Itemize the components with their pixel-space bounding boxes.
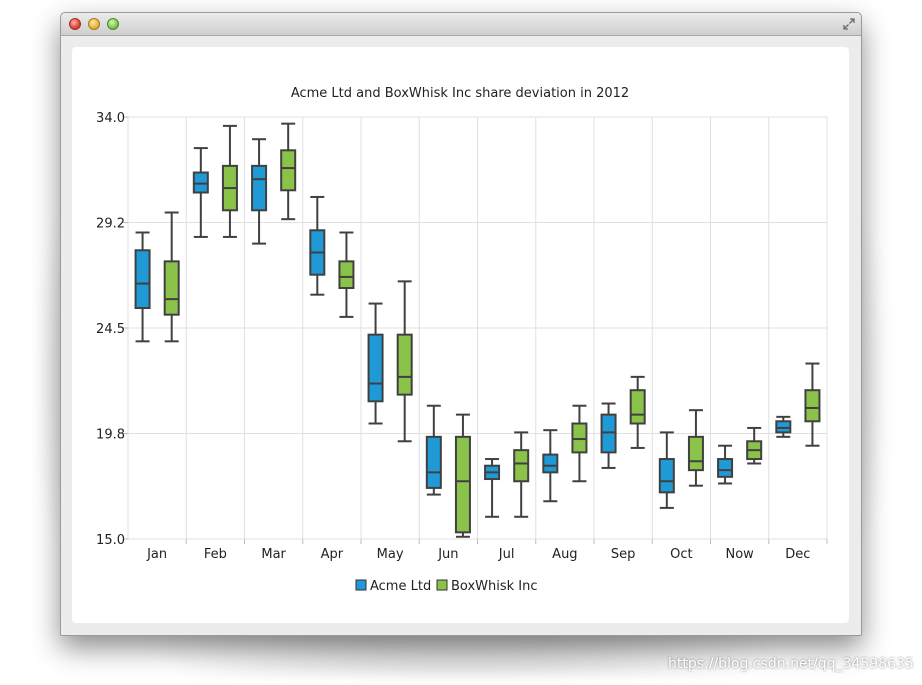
fullscreen-icon[interactable] bbox=[842, 17, 856, 31]
y-tick-label: 24.5 bbox=[96, 322, 125, 337]
iqr-box bbox=[251, 164, 268, 212]
grid bbox=[127, 116, 828, 540]
iqr-box bbox=[134, 249, 151, 310]
iqr-box bbox=[280, 149, 297, 192]
box-boxwhisk-inc-jul[interactable] bbox=[513, 431, 530, 518]
y-tick-label: 34.0 bbox=[96, 111, 125, 126]
minimize-button[interactable] bbox=[88, 18, 100, 30]
iqr-box bbox=[629, 389, 646, 425]
iqr-box bbox=[338, 260, 355, 290]
box-acme-ltd-jul[interactable] bbox=[484, 458, 501, 518]
iqr-box bbox=[717, 458, 734, 478]
box-boxwhisk-inc-feb[interactable] bbox=[221, 124, 238, 238]
x-tick-label: Apr bbox=[321, 547, 344, 562]
box-boxwhisk-inc-dec[interactable] bbox=[804, 362, 821, 447]
x-tick-label: Sep bbox=[611, 547, 636, 562]
close-button[interactable] bbox=[69, 18, 81, 30]
y-axis: 34.0 29.2 24.5 19.8 15.0 bbox=[96, 111, 128, 548]
legend-swatch bbox=[436, 579, 448, 591]
iqr-box bbox=[687, 435, 704, 472]
box-acme-ltd-oct[interactable] bbox=[658, 431, 675, 509]
iqr-box bbox=[454, 435, 471, 534]
x-tick-label: Mar bbox=[261, 547, 286, 562]
plot-area bbox=[134, 122, 821, 538]
box-acme-ltd-jun[interactable] bbox=[425, 404, 442, 496]
x-tick-label: Jan bbox=[146, 547, 167, 562]
y-tick-label: 29.2 bbox=[96, 217, 125, 232]
x-tick-label: Feb bbox=[204, 547, 227, 562]
iqr-box bbox=[425, 435, 442, 489]
x-tick-label: Oct bbox=[670, 547, 692, 562]
box-plot-chart: Acme Ltd and BoxWhisk Inc share deviatio… bbox=[96, 86, 828, 594]
watermark-text: https://blog.csdn.net/qq_34598635 bbox=[668, 656, 914, 672]
box-acme-ltd-dec[interactable] bbox=[775, 415, 792, 438]
legend-item-acme-ltd[interactable]: Acme Ltd bbox=[355, 579, 431, 594]
box-acme-ltd-apr[interactable] bbox=[309, 195, 326, 296]
legend-label: Acme Ltd bbox=[370, 579, 431, 594]
legend-swatch bbox=[355, 579, 367, 591]
box-boxwhisk-inc-now[interactable] bbox=[746, 426, 763, 465]
iqr-box bbox=[367, 333, 384, 403]
iqr-box bbox=[513, 449, 530, 483]
x-axis: Jan Feb Mar Apr May Jun Jul Aug Sep Oct Now Dec bbox=[146, 539, 828, 562]
box-boxwhisk-inc-jun[interactable] bbox=[454, 413, 471, 538]
box-boxwhisk-inc-apr[interactable] bbox=[338, 231, 355, 318]
x-tick-label: Now bbox=[725, 547, 754, 562]
iqr-box bbox=[571, 422, 588, 454]
iqr-box bbox=[396, 333, 413, 396]
box-boxwhisk-inc-sep[interactable] bbox=[629, 375, 646, 449]
chart-panel: Acme Ltd and BoxWhisk Inc share deviatio… bbox=[72, 47, 849, 623]
box-acme-ltd-feb[interactable] bbox=[192, 147, 209, 238]
y-tick-label: 15.0 bbox=[96, 533, 125, 548]
zoom-button[interactable] bbox=[107, 18, 119, 30]
title-bar[interactable] bbox=[61, 13, 861, 36]
iqr-box bbox=[192, 171, 209, 194]
legend: Acme Ltd BoxWhisk Inc bbox=[355, 579, 538, 594]
box-acme-ltd-aug[interactable] bbox=[542, 429, 559, 503]
x-tick-label: Jun bbox=[437, 547, 458, 562]
iqr-box bbox=[804, 389, 821, 423]
x-tick-label: Dec bbox=[785, 547, 810, 562]
box-boxwhisk-inc-oct[interactable] bbox=[687, 409, 704, 487]
box-boxwhisk-inc-mar[interactable] bbox=[280, 122, 297, 221]
x-tick-label: Aug bbox=[552, 547, 577, 562]
x-tick-label: Jul bbox=[498, 547, 515, 562]
box-boxwhisk-inc-jan[interactable] bbox=[163, 211, 180, 343]
box-acme-ltd-sep[interactable] bbox=[600, 402, 617, 469]
box-acme-ltd-mar[interactable] bbox=[251, 138, 268, 245]
box-acme-ltd-may[interactable] bbox=[367, 302, 384, 425]
legend-item-boxwhisk-inc[interactable]: BoxWhisk Inc bbox=[436, 579, 538, 594]
iqr-box bbox=[658, 458, 675, 494]
chart-title: Acme Ltd and BoxWhisk Inc share deviatio… bbox=[291, 86, 629, 101]
box-boxwhisk-inc-may[interactable] bbox=[396, 280, 413, 443]
iqr-box bbox=[542, 453, 559, 474]
box-boxwhisk-inc-aug[interactable] bbox=[571, 404, 588, 483]
box-acme-ltd-jan[interactable] bbox=[134, 231, 151, 343]
y-tick-label: 19.8 bbox=[96, 428, 125, 443]
iqr-box bbox=[163, 260, 180, 316]
iqr-box bbox=[775, 420, 792, 434]
app-window: Acme Ltd and BoxWhisk Inc share deviatio… bbox=[60, 12, 862, 636]
iqr-box bbox=[600, 413, 617, 454]
box-acme-ltd-now[interactable] bbox=[717, 444, 734, 485]
x-tick-label: May bbox=[377, 547, 404, 562]
legend-label: BoxWhisk Inc bbox=[451, 579, 538, 594]
